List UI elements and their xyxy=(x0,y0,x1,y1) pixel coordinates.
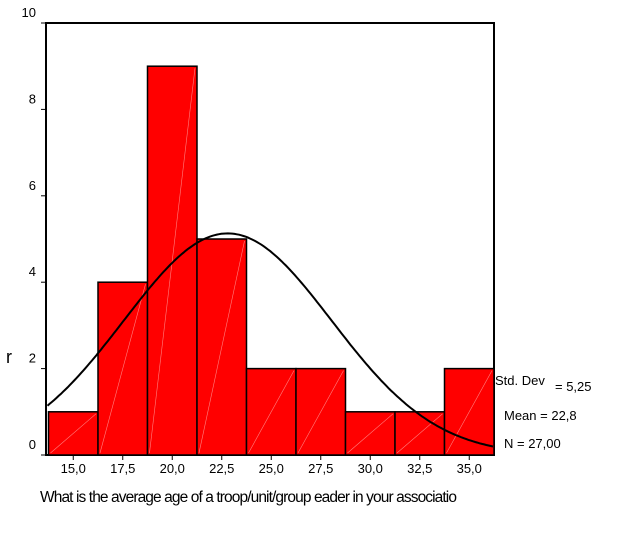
x-axis: 15,0 17,5 20,0 22,5 25,0 27,5 30,0 32,5 35,0 xyxy=(61,455,482,476)
std-dev-value: = 5,25 xyxy=(555,379,592,394)
x-tick-label: 22,5 xyxy=(209,461,234,476)
bar-hatch xyxy=(446,370,493,454)
normal-curve xyxy=(46,232,494,448)
x-tick-label: 17,5 xyxy=(110,461,135,476)
bar-hatch xyxy=(347,413,394,454)
x-tick-label: 15,0 xyxy=(61,461,86,476)
bar-hatch xyxy=(99,284,146,454)
std-dev-label: Std. Dev xyxy=(495,373,545,388)
y-tick-label: 0 xyxy=(29,437,36,452)
y-tick-label: 8 xyxy=(29,91,36,106)
x-axis-title: What is the average age of a troop/unit/… xyxy=(40,489,457,506)
y-axis-label: r xyxy=(6,347,12,367)
mean-stat: Mean = 22,8 xyxy=(504,408,577,423)
x-tick-label: 32,5 xyxy=(407,461,432,476)
x-tick-label: 25,0 xyxy=(259,461,284,476)
y-tick-label: 4 xyxy=(29,264,36,279)
bar-hatch xyxy=(50,413,97,454)
x-tick-label: 27,5 xyxy=(308,461,333,476)
x-tick-label: 30,0 xyxy=(358,461,383,476)
bar-hatch xyxy=(248,370,295,454)
y-tick-label: 6 xyxy=(29,178,36,193)
bars-group xyxy=(47,65,495,456)
x-tick-label: 20,0 xyxy=(160,461,185,476)
bar-hatch xyxy=(198,240,245,454)
y-tick-label: 10 xyxy=(22,5,36,20)
bar-hatch xyxy=(297,370,344,454)
bar-hatch xyxy=(396,413,443,454)
n-stat: N = 27,00 xyxy=(504,436,561,451)
bar-hatch xyxy=(149,68,196,454)
x-tick-label: 35,0 xyxy=(457,461,482,476)
y-axis: 0 2 4 6 8 10 xyxy=(22,5,46,456)
stats-box: Std. Dev = 5,25 Mean = 22,8 N = 27,00 xyxy=(495,373,592,451)
y-tick-label: 2 xyxy=(29,351,36,366)
